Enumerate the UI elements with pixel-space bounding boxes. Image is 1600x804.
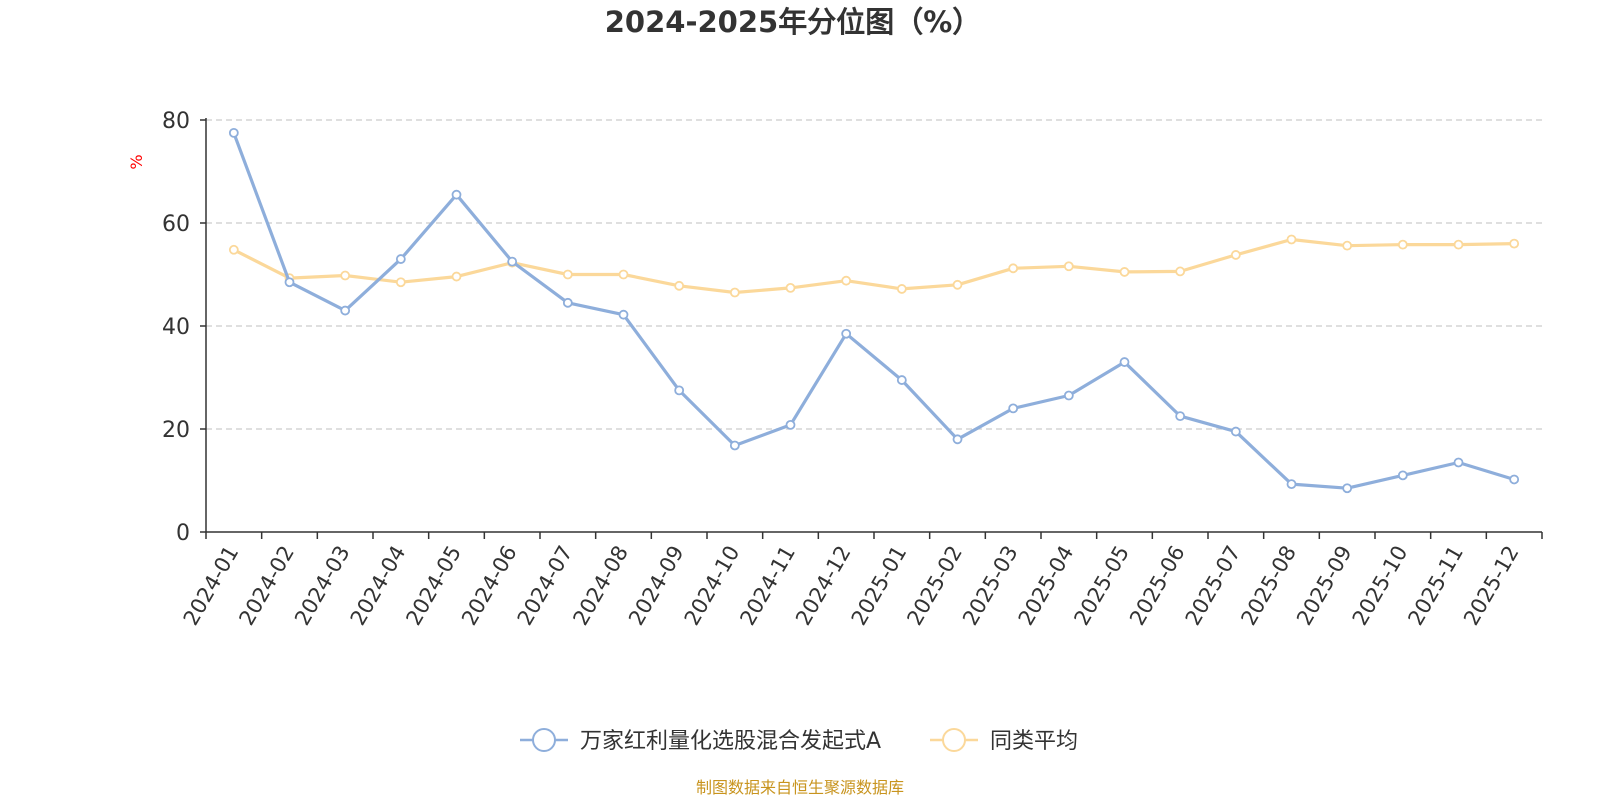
data-point[interactable] <box>395 254 406 264</box>
data-point[interactable] <box>1119 267 1130 277</box>
y-tick-label: 80 <box>162 109 190 134</box>
series-line <box>233 237 1515 295</box>
axes: 0204060802024-012024-022024-032024-04202… <box>162 109 1543 630</box>
y-tick-label: 60 <box>162 212 190 237</box>
series-1 <box>228 127 1520 494</box>
x-tick-label: 2025-08 <box>1236 542 1301 630</box>
data-point[interactable] <box>395 277 406 288</box>
data-point[interactable] <box>1509 238 1520 249</box>
x-tick-label: 2024-04 <box>346 542 411 630</box>
x-tick-label: 2024-10 <box>680 542 745 630</box>
data-point[interactable] <box>451 189 462 200</box>
x-tick-label: 2025-07 <box>1181 542 1246 630</box>
x-tick-label: 2024-06 <box>457 542 522 630</box>
data-point[interactable] <box>1063 390 1074 401</box>
data-point[interactable] <box>952 279 963 290</box>
legend-item-2[interactable]: 同类平均 <box>930 728 1078 754</box>
data-point[interactable] <box>674 280 685 291</box>
legend-marker <box>942 728 966 752</box>
data-point[interactable] <box>507 256 518 267</box>
data-point[interactable] <box>785 419 796 430</box>
data-point[interactable] <box>785 282 796 293</box>
x-tick-label: 2025-09 <box>1292 542 1357 630</box>
data-source-note: 制图数据来自恒生聚源数据库 <box>696 778 904 797</box>
data-point[interactable] <box>451 271 462 282</box>
data-point[interactable] <box>228 244 239 255</box>
data-point[interactable] <box>1230 250 1241 260</box>
data-point[interactable] <box>1286 234 1297 245</box>
data-point[interactable] <box>729 440 740 451</box>
data-point[interactable] <box>1008 403 1019 414</box>
data-point[interactable] <box>1230 426 1241 437</box>
data-point[interactable] <box>228 127 239 138</box>
data-point[interactable] <box>1509 474 1520 485</box>
data-point[interactable] <box>1175 411 1186 422</box>
x-tick-label: 2025-02 <box>902 542 967 630</box>
data-point[interactable] <box>674 385 685 396</box>
data-point[interactable] <box>1453 457 1464 468</box>
data-point[interactable] <box>618 309 629 320</box>
x-tick-label: 2025-06 <box>1125 542 1190 630</box>
data-point[interactable] <box>841 328 852 339</box>
data-point[interactable] <box>1397 239 1408 250</box>
x-tick-label: 2024-08 <box>568 542 633 630</box>
series-2 <box>228 234 1520 298</box>
x-tick-label: 2025-05 <box>1069 542 1134 630</box>
x-tick-label: 2024-01 <box>179 542 244 630</box>
data-point[interactable] <box>952 434 963 445</box>
data-point[interactable] <box>1286 479 1297 490</box>
data-point[interactable] <box>841 275 852 286</box>
data-point[interactable] <box>1453 239 1464 250</box>
data-point[interactable] <box>1342 240 1353 251</box>
y-tick-label: 40 <box>162 315 190 340</box>
x-tick-label: 2025-03 <box>958 542 1023 630</box>
series-line <box>232 132 1515 490</box>
data-point[interactable] <box>729 287 740 298</box>
data-point[interactable] <box>1175 266 1186 277</box>
data-point[interactable] <box>1063 261 1074 272</box>
x-tick-label: 2025-12 <box>1459 542 1524 630</box>
series-layer <box>228 127 1520 494</box>
x-tick-label: 2025-04 <box>1014 542 1079 630</box>
chart-title: 2024-2025年分位图（%） <box>605 5 982 39</box>
data-point[interactable] <box>896 284 907 294</box>
x-tick-label: 2024-09 <box>624 542 689 630</box>
legend-item-1[interactable]: 万家红利量化选股混合发起式A <box>520 728 881 754</box>
legend: 万家红利量化选股混合发起式A 同类平均 <box>520 728 1078 754</box>
data-point[interactable] <box>562 269 573 280</box>
x-tick-label: 2024-05 <box>401 542 466 630</box>
data-point[interactable] <box>284 277 295 288</box>
y-axis-label: % <box>127 154 146 169</box>
x-tick-label: 2024-02 <box>234 542 299 630</box>
grid-lines <box>206 119 1542 430</box>
data-point[interactable] <box>618 269 629 280</box>
legend-label: 同类平均 <box>990 729 1078 754</box>
data-point[interactable] <box>1008 263 1019 274</box>
x-tick-label: 2025-01 <box>847 542 912 630</box>
data-point[interactable] <box>1119 357 1130 367</box>
legend-marker <box>532 728 556 752</box>
y-tick-label: 20 <box>162 418 190 443</box>
x-tick-label: 2024-12 <box>791 542 856 630</box>
data-point[interactable] <box>1342 483 1353 494</box>
x-tick-label: 2024-07 <box>513 542 578 630</box>
x-tick-label: 2024-11 <box>735 542 800 630</box>
data-point[interactable] <box>340 270 351 281</box>
legend-label: 万家红利量化选股混合发起式A <box>580 729 881 754</box>
x-tick-label: 2025-11 <box>1403 542 1468 630</box>
x-tick-label: 2025-10 <box>1348 542 1413 630</box>
y-tick-label: 0 <box>176 521 190 546</box>
data-point[interactable] <box>340 305 351 316</box>
data-point[interactable] <box>896 375 907 385</box>
data-point[interactable] <box>1397 470 1408 481</box>
x-tick-label: 2024-03 <box>290 542 355 630</box>
data-point[interactable] <box>562 297 573 308</box>
